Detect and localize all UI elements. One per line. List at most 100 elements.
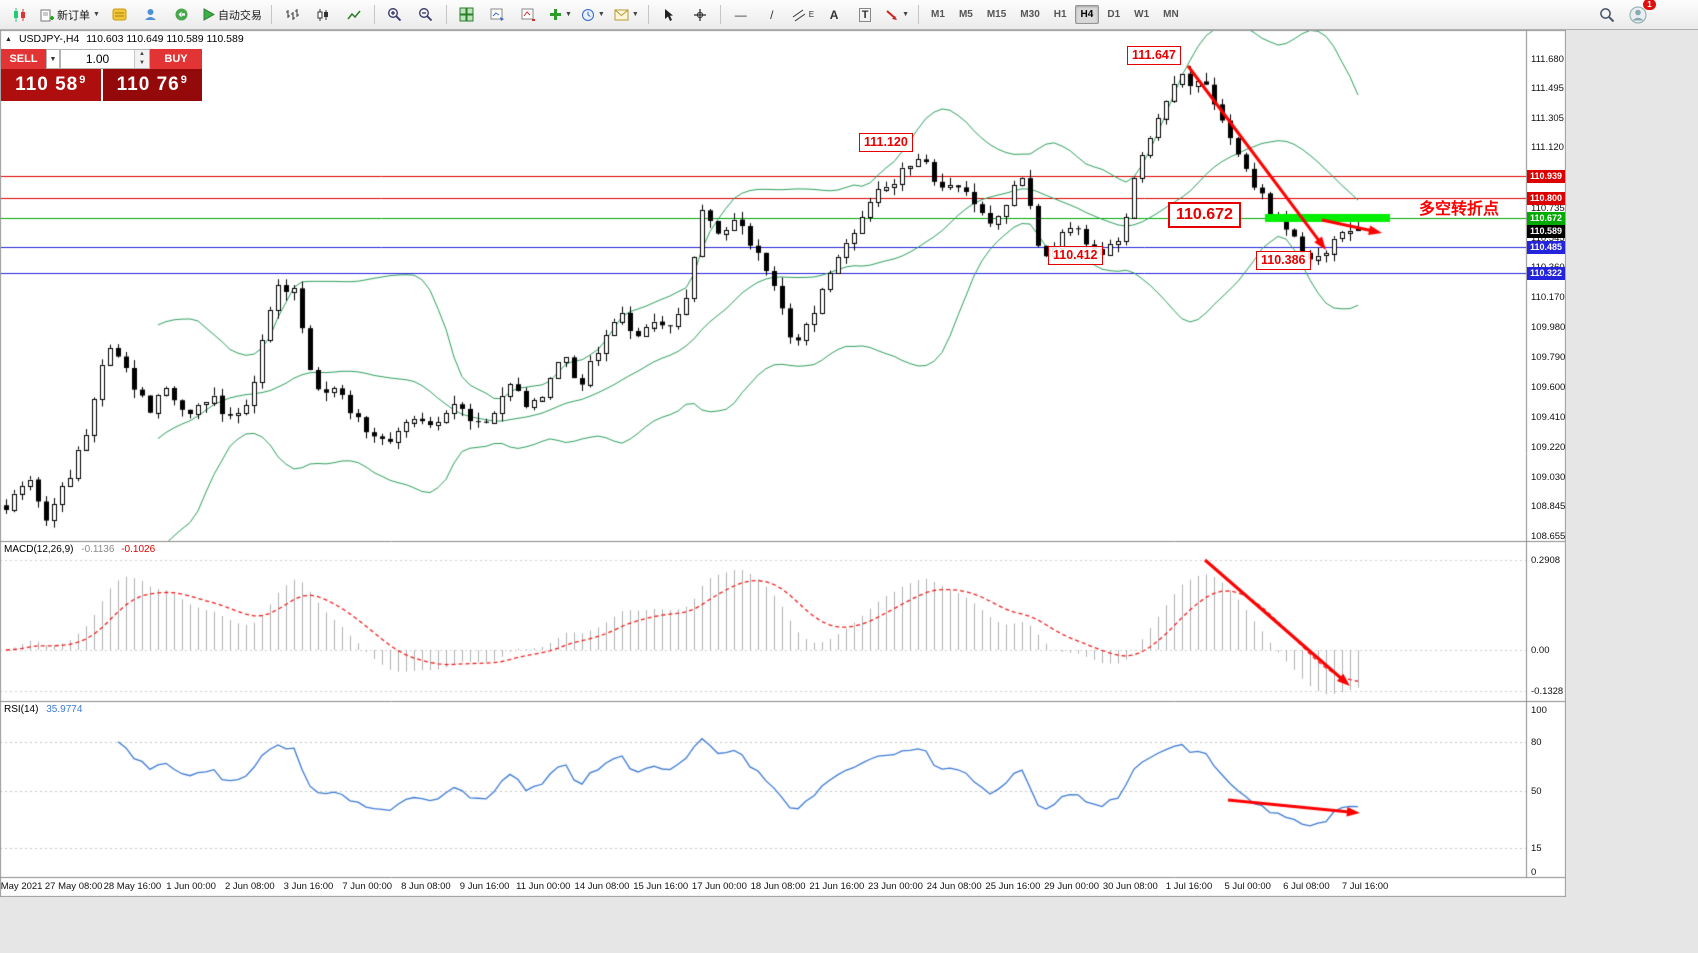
buy-button[interactable]: BUY <box>150 49 202 69</box>
refresh-chart-button[interactable] <box>514 2 544 28</box>
price-tag: 110.939 <box>1527 169 1565 183</box>
price-tag: 110.672 <box>1527 211 1565 225</box>
new-chart-button[interactable] <box>483 2 513 28</box>
indicators-plus-icon <box>549 9 561 20</box>
candles-chart-button[interactable] <box>308 2 338 28</box>
sell-button[interactable]: SELL <box>1 49 46 69</box>
y-axis-label: 108.655 <box>1531 531 1566 543</box>
volume-down-button[interactable]: ▼ <box>135 59 149 68</box>
timeframe-button-M1[interactable]: M1 <box>931 9 945 20</box>
shapes-button[interactable]: ▼ <box>881 2 913 28</box>
macd-axis-label: 0.00 <box>1531 645 1550 656</box>
toolbox-button[interactable] <box>167 2 197 28</box>
price-tag: 110.800 <box>1527 191 1565 205</box>
chart-window: ▲ USDJPY-,H4 110.603 110.649 110.589 110… <box>0 30 1566 897</box>
trade-panel-controls: SELL ▼ 1.00 ▲ ▼ BUY <box>1 49 202 69</box>
price-annotation[interactable]: 111.120 <box>859 133 913 152</box>
account-button[interactable]: 1 <box>1623 0 1656 28</box>
line-chart-button[interactable] <box>339 2 369 28</box>
timeframe-button-M5[interactable]: M5 <box>958 9 973 20</box>
notification-badge: 1 <box>1643 0 1656 10</box>
autotrading-button[interactable]: 自动交易 <box>198 2 266 28</box>
app-logo-icon[interactable] <box>5 2 35 28</box>
search-icon <box>1600 7 1615 22</box>
ohlc-values: 110.603 110.649 110.589 110.589 <box>86 33 244 45</box>
price-annotation[interactable]: 110.412 <box>1048 246 1103 265</box>
y-axis-label: 109.980 <box>1531 322 1566 334</box>
timeframe-button-MN[interactable]: MN <box>1163 9 1179 20</box>
horizontal-line-button[interactable]: — <box>726 2 756 28</box>
timeframe-button-W1[interactable]: W1 <box>1134 9 1150 20</box>
rsi-name: RSI(14) <box>4 704 39 715</box>
date-label: 3 Jun 16:00 <box>283 881 334 892</box>
date-label: 30 Jun 08:00 <box>1102 881 1158 892</box>
timeframe-button-M15[interactable]: M15 <box>986 9 1007 20</box>
sell-price-button[interactable]: 110 58 9 <box>1 69 101 101</box>
mail-button[interactable]: ▼ <box>610 2 643 28</box>
date-label: 17 Jun 00:00 <box>691 881 747 892</box>
rsi-axis-label: 15 <box>1531 842 1542 854</box>
trendline-button[interactable]: / <box>757 2 787 28</box>
toolbar-separator <box>445 5 447 24</box>
turning-point-note[interactable]: 多空转折点 <box>1419 201 1500 218</box>
market-watch-icon <box>112 8 127 21</box>
volume-input[interactable]: 1.00 <box>85 52 110 66</box>
channel-icon <box>792 9 806 21</box>
bars-chart-button[interactable] <box>277 2 307 28</box>
buy-price-pip: 9 <box>180 74 188 86</box>
trendline-icon: / <box>770 7 774 22</box>
date-label: 1 Jul 16:00 <box>1165 881 1213 892</box>
indicators-button[interactable]: ▼ <box>545 2 576 28</box>
text-tool-icon: A <box>829 7 839 22</box>
timeframe-button-D1[interactable]: D1 <box>1107 9 1121 20</box>
date-label: 1 Jun 00:00 <box>166 881 216 892</box>
date-label: 21 Jun 16:00 <box>809 881 865 892</box>
search-button[interactable] <box>1592 2 1622 28</box>
price-annotation[interactable]: 110.386 <box>1256 251 1311 270</box>
label-tool-button[interactable]: T <box>850 2 880 28</box>
channel-sub-label: E <box>808 10 815 19</box>
y-axis-label: 111.305 <box>1531 113 1564 125</box>
rsi-axis-label: 50 <box>1531 786 1542 797</box>
crosshair-button[interactable] <box>685 2 715 28</box>
date-label: 7 Jul 16:00 <box>1341 881 1389 892</box>
price-annotation[interactable]: 110.672 <box>1168 202 1241 228</box>
cursor-button[interactable] <box>654 2 684 28</box>
toolbar: 新订单 ▼ 自动交易 <box>0 0 1698 30</box>
y-axis-label: 109.220 <box>1531 441 1566 453</box>
one-click-trade-panel: SELL ▼ 1.00 ▲ ▼ BUY 110 58 9 110 76 9 <box>1 49 202 101</box>
price-tag: 110.485 <box>1527 241 1565 255</box>
chart-canvas[interactable] <box>0 30 1566 897</box>
market-watch-button[interactable] <box>105 2 135 28</box>
text-tool-button[interactable]: A <box>819 2 849 28</box>
y-axis-label: 110.170 <box>1531 292 1565 304</box>
date-label: 2 Jun 08:00 <box>224 881 275 892</box>
timeframe-button-M30[interactable]: M30 <box>1020 9 1040 20</box>
tile-windows-button[interactable] <box>452 2 482 28</box>
new-order-button[interactable]: 新订单 ▼ <box>36 2 104 28</box>
new-order-caret-icon: ▼ <box>93 11 100 18</box>
volume-up-button[interactable]: ▲ <box>135 50 149 59</box>
indicators-caret-icon: ▼ <box>564 11 572 18</box>
volume-dropdown-button[interactable]: ▼ <box>46 49 60 69</box>
date-label: 18 Jun 08:00 <box>750 881 806 892</box>
one-click-toggle-icon[interactable]: ▲ <box>5 35 12 43</box>
bars-chart-icon <box>285 8 299 20</box>
timeframe-button-H4[interactable]: H4 <box>1074 5 1100 24</box>
equidistant-channel-button[interactable]: E <box>788 2 818 28</box>
zoom-out-button[interactable] <box>411 2 441 28</box>
navigator-button[interactable] <box>136 2 166 28</box>
rsi-value: 35.9774 <box>46 704 83 715</box>
price-annotation[interactable]: 111.647 <box>1127 46 1181 65</box>
shapes-caret-icon: ▼ <box>902 11 910 18</box>
buy-price-button[interactable]: 110 76 9 <box>102 69 202 101</box>
y-axis-label: 111.680 <box>1531 54 1564 65</box>
y-axis-label: 109.600 <box>1531 382 1566 394</box>
periods-button[interactable]: ▼ <box>577 2 609 28</box>
zoom-in-button[interactable] <box>380 2 410 28</box>
clock-icon <box>581 8 594 21</box>
current-price-tag: 110.589 <box>1527 225 1565 239</box>
timeframe-button-H1[interactable]: H1 <box>1053 9 1067 20</box>
date-label: 8 Jun 08:00 <box>401 881 451 892</box>
date-label: 11 Jun 00:00 <box>516 881 571 892</box>
